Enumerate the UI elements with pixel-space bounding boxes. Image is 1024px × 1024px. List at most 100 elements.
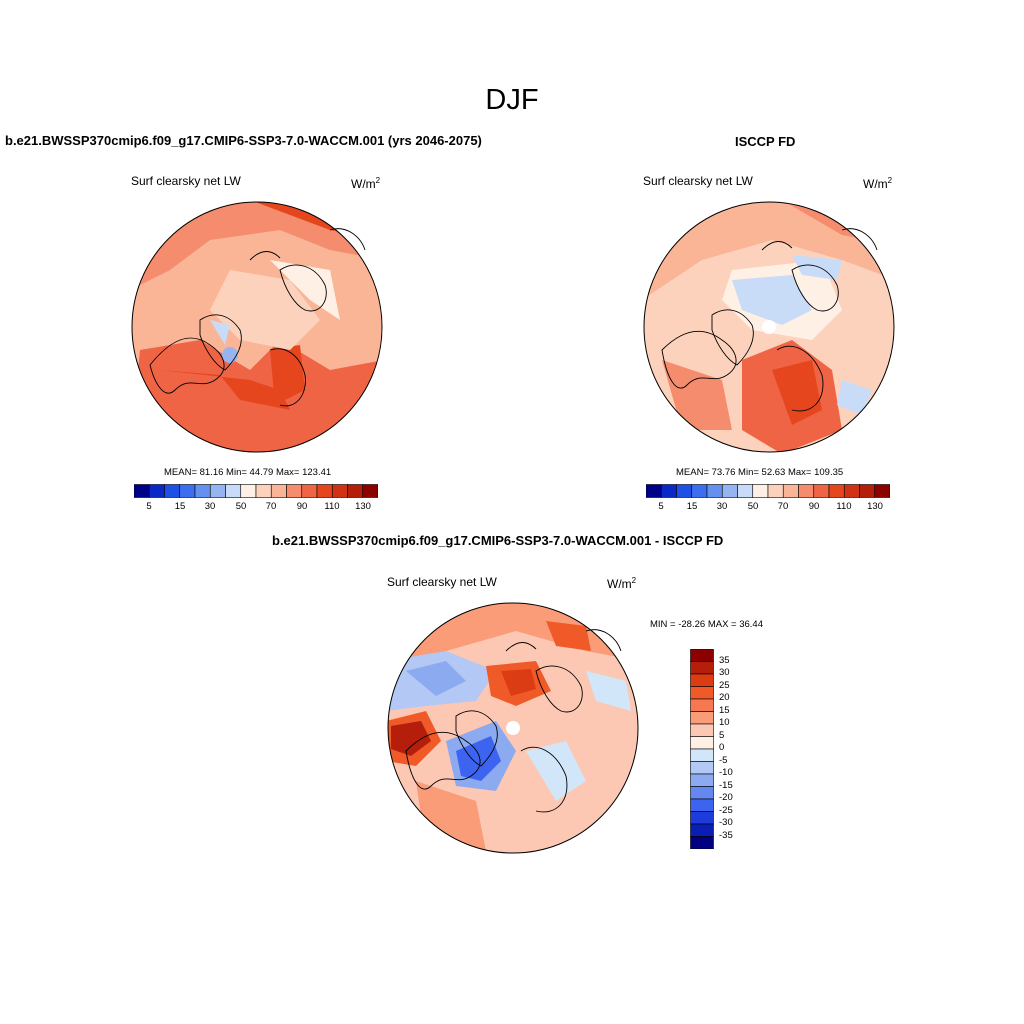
colorbar-swatch xyxy=(347,484,364,498)
colorbar-swatch xyxy=(737,484,754,498)
colorbar-swatch xyxy=(690,773,714,787)
diff-cb-label: -35 xyxy=(719,830,733,841)
diff-map-fill xyxy=(388,603,638,853)
obs-map-fill xyxy=(644,202,894,452)
diff-stats: MIN = -28.26 MAX = 36.44 xyxy=(650,619,764,630)
model-cb-tick: 5 xyxy=(146,501,152,512)
colorbar-swatch xyxy=(690,836,714,849)
diff-cb-label: -20 xyxy=(719,792,733,803)
colorbar-swatch xyxy=(690,698,714,712)
obs-cb-tick: 130 xyxy=(867,501,883,512)
diff-cb-label: -5 xyxy=(719,755,728,766)
colorbar-swatch xyxy=(194,484,211,498)
obs-cb-tick: 110 xyxy=(836,501,852,512)
obs-coastlines xyxy=(661,228,878,412)
colorbar-swatch xyxy=(316,484,333,498)
colorbar-swatch xyxy=(179,484,196,498)
model-colorbar xyxy=(134,484,378,498)
colorbar-swatch xyxy=(270,484,287,498)
obs-colorbar-ticks: 5 15 30 50 70 90 110 130 xyxy=(646,501,890,515)
diff-coastlines xyxy=(405,629,622,813)
obs-colorbar xyxy=(646,484,890,498)
diff-cb-label: 30 xyxy=(719,667,730,678)
model-cb-tick: 90 xyxy=(296,501,308,512)
diff-colorbar-swatches xyxy=(690,649,714,849)
colorbar-swatch xyxy=(148,484,165,498)
obs-variable-label: Surf clearsky net LW xyxy=(643,174,753,188)
diff-cb-label: -15 xyxy=(719,780,733,791)
diff-units-label: W/m2 xyxy=(607,576,637,591)
diff-cb-label: 35 xyxy=(719,655,730,666)
model-cb-tick: 50 xyxy=(235,501,247,512)
colorbar-swatch xyxy=(690,761,714,775)
colorbar-swatch xyxy=(690,811,714,825)
colorbar-swatch xyxy=(690,786,714,800)
colorbar-swatch xyxy=(134,484,150,498)
figure-title: DJF xyxy=(485,84,539,116)
colorbar-swatch xyxy=(843,484,860,498)
colorbar-swatch xyxy=(286,484,303,498)
colorbar-swatch xyxy=(225,484,242,498)
model-cb-tick: 15 xyxy=(174,501,186,512)
colorbar-swatch xyxy=(164,484,181,498)
diff-cb-label: 20 xyxy=(719,692,730,703)
diff-cb-label: 25 xyxy=(719,680,730,691)
model-cb-tick: 130 xyxy=(355,501,371,512)
diff-cb-label: 10 xyxy=(719,717,730,728)
diff-cb-label: -30 xyxy=(719,817,733,828)
model-units-label: W/m2 xyxy=(351,176,381,191)
model-colorbar-swatches xyxy=(134,484,378,498)
colorbar-swatch xyxy=(767,484,784,498)
colorbar-swatch xyxy=(676,484,693,498)
model-colorbar-ticks: 5 15 30 50 70 90 110 130 xyxy=(134,501,378,515)
diff-cb-label: -10 xyxy=(719,767,733,778)
colorbar-swatch xyxy=(813,484,830,498)
colorbar-swatch xyxy=(690,798,714,812)
obs-units-label: W/m2 xyxy=(863,176,893,191)
model-variable-label: Surf clearsky net LW xyxy=(131,174,241,188)
obs-stats: MEAN= 73.76 Min= 52.63 Max= 109.35 xyxy=(676,467,844,478)
colorbar-swatch xyxy=(782,484,799,498)
model-cb-tick: 30 xyxy=(204,501,216,512)
obs-cb-tick: 5 xyxy=(658,501,664,512)
colorbar-swatch xyxy=(660,484,677,498)
diff-variable-label: Surf clearsky net LW xyxy=(387,575,497,589)
diff-panel-title: b.e21.BWSSP370cmip6.f09_g17.CMIP6-SSP3-7… xyxy=(272,533,724,548)
colorbar-swatch xyxy=(828,484,845,498)
diff-colorbar xyxy=(690,649,714,849)
colorbar-swatch xyxy=(331,484,348,498)
diff-cb-label: -25 xyxy=(719,805,733,816)
diff-cb-label: 5 xyxy=(719,730,725,741)
colorbar-swatch xyxy=(690,661,714,675)
model-cb-tick: 110 xyxy=(324,501,340,512)
obs-colorbar-swatches xyxy=(646,484,890,498)
colorbar-swatch xyxy=(209,484,226,498)
colorbar-swatch xyxy=(874,484,890,498)
diff-cb-label: 0 xyxy=(719,742,725,753)
colorbar-swatch xyxy=(798,484,815,498)
colorbar-swatch xyxy=(691,484,708,498)
colorbar-swatch xyxy=(690,723,714,737)
diff-cb-label: 15 xyxy=(719,705,730,716)
colorbar-swatch xyxy=(752,484,769,498)
diff-polar-map xyxy=(387,602,639,854)
colorbar-swatch xyxy=(690,736,714,750)
obs-cb-tick: 70 xyxy=(777,501,789,512)
diff-colorbar-labels: 35 30 25 20 15 10 5 0 -5 -10 -15 -20 -25… xyxy=(719,649,759,849)
model-polar-map xyxy=(131,201,383,453)
colorbar-swatch xyxy=(690,673,714,687)
colorbar-swatch xyxy=(690,748,714,762)
colorbar-swatch xyxy=(240,484,257,498)
obs-cb-tick: 50 xyxy=(747,501,759,512)
obs-cb-tick: 30 xyxy=(716,501,728,512)
obs-polar-map xyxy=(643,201,895,453)
obs-panel-title: ISCCP FD xyxy=(735,134,796,149)
colorbar-swatch xyxy=(646,484,662,498)
colorbar-swatch xyxy=(690,823,714,837)
colorbar-swatch xyxy=(706,484,723,498)
colorbar-swatch xyxy=(362,484,378,498)
colorbar-swatch xyxy=(301,484,318,498)
model-map-fill xyxy=(132,202,382,452)
obs-cb-tick: 15 xyxy=(686,501,698,512)
colorbar-swatch xyxy=(721,484,738,498)
